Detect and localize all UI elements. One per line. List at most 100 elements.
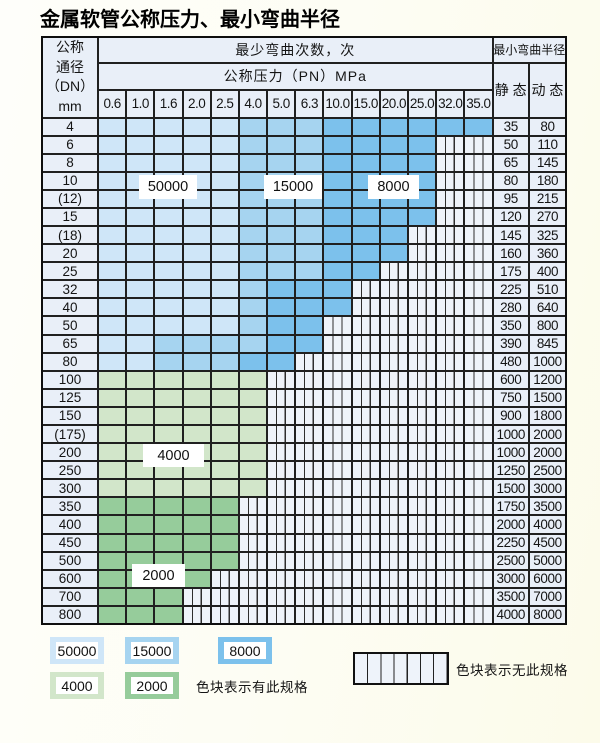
no-spec-cell — [296, 480, 323, 497]
spec-cell-15000 — [211, 353, 238, 370]
spec-cell-50000 — [127, 136, 154, 153]
spec-cell-50000 — [99, 190, 126, 207]
spec-cell-4000 — [211, 444, 238, 461]
no-spec-cell — [380, 371, 407, 388]
no-spec-cell — [437, 245, 464, 262]
spec-cell-4000 — [239, 444, 267, 461]
no-spec-cell — [465, 172, 492, 189]
spec-cell-15000 — [239, 190, 267, 207]
spec-cell-2000 — [99, 516, 126, 533]
dynamic-radius-value: 8000 — [530, 606, 565, 623]
no-spec-cell — [296, 389, 323, 406]
spec-cell-4000 — [127, 480, 154, 497]
spec-cell-8000 — [324, 245, 351, 262]
dynamic-radius-value: 80 — [530, 118, 565, 135]
no-spec-cell — [380, 353, 407, 370]
spec-cell-4000 — [127, 389, 154, 406]
no-spec-cell — [465, 426, 492, 443]
no-spec-cell — [268, 389, 295, 406]
static-radius-value: 480 — [493, 353, 528, 370]
spec-cell-4000 — [183, 371, 210, 388]
spec-cell-4000 — [239, 389, 267, 406]
spec-cell-8000 — [380, 208, 407, 226]
spec-cell-8000 — [268, 299, 295, 316]
spec-cell-15000 — [211, 335, 238, 352]
spec-cell-8000 — [296, 281, 323, 298]
no-spec-cell — [211, 588, 238, 605]
spec-cell-4000 — [211, 407, 238, 425]
spec-table-wrap: 公称 通径 （DN） mm 最少弯曲次数，次 最小弯曲半径 公称压力（PN）MP… — [41, 36, 567, 625]
dn-value: 20 — [43, 245, 97, 262]
no-spec-cell — [465, 353, 492, 370]
spec-cell-50000 — [127, 208, 154, 226]
legend-box-2000: 2000 — [125, 672, 179, 699]
spec-cell-50000 — [211, 190, 238, 207]
dn-value: 80 — [43, 353, 97, 370]
spec-cell-2000 — [211, 498, 238, 515]
dn-value: (175) — [43, 426, 97, 443]
no-spec-cell — [465, 227, 492, 244]
spec-cell-50000 — [211, 208, 238, 226]
static-radius-value: 350 — [493, 317, 528, 334]
zone-label-2000: 2000 — [132, 564, 185, 587]
spec-cell-4000 — [127, 407, 154, 425]
spec-cell-2000 — [155, 606, 182, 623]
dn-value: (12) — [43, 190, 97, 207]
spec-cell-8000 — [380, 136, 407, 153]
spec-cell-50000 — [99, 281, 126, 298]
no-spec-cell — [408, 534, 436, 551]
no-spec-cell — [408, 462, 436, 479]
no-spec-cell — [380, 317, 407, 334]
no-spec-cell — [352, 444, 379, 461]
no-spec-cell — [296, 462, 323, 479]
legend-note-no-spec: 色块表示无此规格 — [456, 662, 568, 678]
spec-cell-4000 — [155, 426, 182, 443]
dn-value: 500 — [43, 552, 97, 569]
dynamic-radius-value: 5000 — [530, 552, 565, 569]
dn-value: 450 — [43, 534, 97, 551]
no-spec-cell — [352, 426, 379, 443]
spec-cell-8000 — [465, 118, 492, 135]
spec-cell-8000 — [268, 353, 295, 370]
dn-value: 40 — [43, 299, 97, 316]
spec-cell-2000 — [183, 534, 210, 551]
spec-cell-8000 — [324, 136, 351, 153]
no-spec-cell — [437, 516, 464, 533]
spec-cell-50000 — [211, 118, 238, 135]
spec-cell-50000 — [127, 263, 154, 280]
spec-cell-50000 — [127, 281, 154, 298]
legend-box-8000: 8000 — [218, 637, 272, 664]
spec-cell-50000 — [99, 208, 126, 226]
dn-value: 350 — [43, 498, 97, 515]
no-spec-cell — [352, 516, 379, 533]
no-spec-cell — [296, 552, 323, 569]
spec-cell-15000 — [239, 118, 267, 135]
no-spec-cell — [324, 516, 351, 533]
no-spec-cell — [465, 462, 492, 479]
no-spec-cell — [352, 281, 379, 298]
spec-cell-2000 — [211, 534, 238, 551]
spec-cell-8000 — [408, 136, 436, 153]
no-spec-cell — [268, 444, 295, 461]
no-spec-cell — [296, 444, 323, 461]
spec-cell-50000 — [155, 281, 182, 298]
spec-cell-4000 — [127, 426, 154, 443]
spec-cell-15000 — [183, 335, 210, 352]
no-spec-cell — [408, 299, 436, 316]
static-radius-value: 900 — [493, 407, 528, 425]
spec-cell-4000 — [99, 480, 126, 497]
spec-cell-15000 — [155, 335, 182, 352]
static-radius-value: 3000 — [493, 570, 528, 587]
no-spec-cell — [296, 426, 323, 443]
static-radius-value: 280 — [493, 299, 528, 316]
pressure-col-header: 1.6 — [155, 90, 182, 117]
spec-cell-15000 — [268, 208, 295, 226]
no-spec-cell — [268, 426, 295, 443]
no-spec-cell — [408, 588, 436, 605]
spec-cell-4000 — [211, 389, 238, 406]
no-spec-cell — [408, 516, 436, 533]
no-spec-cell — [465, 335, 492, 352]
dn-value: (18) — [43, 227, 97, 244]
spec-cell-50000 — [99, 245, 126, 262]
spec-cell-50000 — [99, 335, 126, 352]
